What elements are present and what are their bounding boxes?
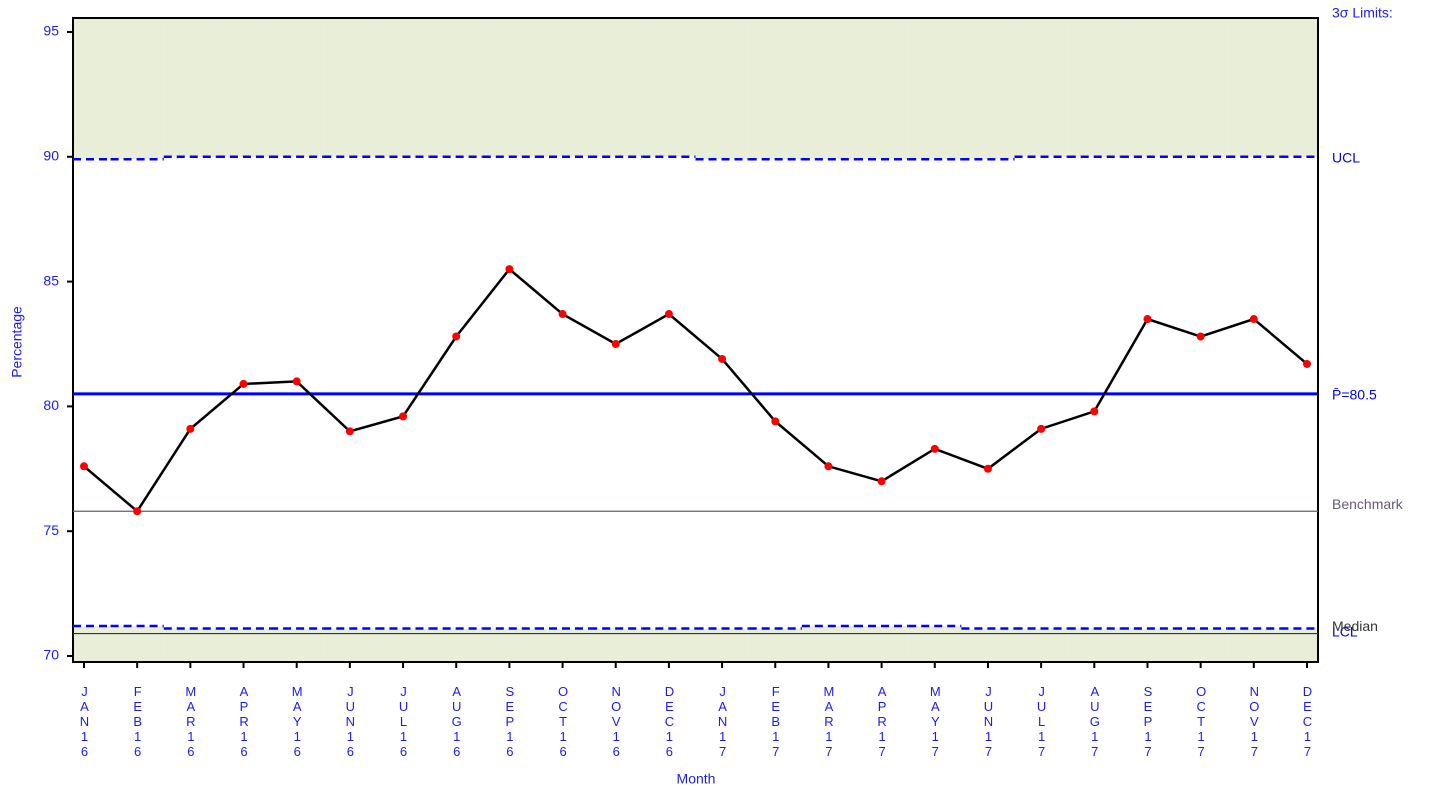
x-tick-label: DEC17 (1300, 684, 1315, 759)
shade-upper (855, 18, 909, 160)
x-tick-label: MAY16 (289, 684, 305, 759)
shade-upper (908, 18, 962, 160)
ucl-label: UCL (1332, 149, 1360, 165)
data-point (718, 354, 727, 363)
x-tick-label: MAR17 (821, 684, 837, 759)
x-tick-label: JUN16 (342, 684, 358, 759)
x-tick-label: DEC16 (661, 684, 677, 759)
y-tick-label: 70 (43, 647, 59, 663)
shade-upper (482, 18, 536, 157)
x-tick-label: MAY17 (927, 684, 943, 759)
data-point (345, 427, 354, 436)
x-tick-label: OCT17 (1193, 684, 1209, 759)
shade-upper (1014, 18, 1068, 157)
x-tick-label: OCT16 (555, 684, 571, 759)
shade-upper (376, 18, 430, 157)
shade-upper (270, 18, 324, 157)
median-label: Median (1332, 618, 1378, 634)
data-point (1037, 424, 1046, 433)
data-point (399, 412, 408, 421)
data-point (292, 377, 301, 386)
center-label: P̄=80.5 (1332, 387, 1377, 403)
shade-lower (73, 626, 111, 662)
shade-upper (642, 18, 696, 157)
y-tick-label: 80 (43, 397, 59, 413)
shade-upper (535, 18, 590, 157)
data-line (83, 267, 1308, 514)
data-point (824, 462, 833, 471)
data-point (611, 339, 620, 348)
x-tick-label: APR17 (874, 684, 890, 759)
shade-upper (1227, 18, 1281, 157)
x-tick-label: JUN17 (980, 684, 996, 759)
shade-lower (801, 626, 856, 662)
shade-upper (429, 18, 483, 157)
x-axis-title: Month (677, 771, 716, 787)
shade-upper (323, 18, 377, 157)
x-tick-label: AUG17 (1087, 684, 1103, 759)
shade-upper (1067, 18, 1121, 157)
x-tick-label: NOV17 (1246, 684, 1262, 759)
x-tick-label: SEP17 (1140, 684, 1156, 759)
data-point (771, 417, 780, 426)
y-tick-label: 95 (43, 23, 59, 39)
x-tick-label: JUL16 (396, 684, 412, 759)
x-tick-label: JUL17 (1034, 684, 1050, 759)
x-tick-label: FEB17 (768, 684, 784, 759)
data-point (239, 379, 248, 388)
y-axis-title: Percentage (9, 306, 25, 378)
data-point (186, 424, 195, 433)
shade-upper (1174, 18, 1228, 157)
shade-upper (110, 18, 164, 160)
x-tick-label: JAN17 (715, 684, 731, 759)
shade-upper (589, 18, 643, 157)
x-tick-label: JAN16 (77, 684, 92, 759)
data-point (558, 310, 567, 319)
y-tick-label: 75 (43, 522, 59, 538)
x-tick-label: MAR16 (183, 684, 199, 759)
benchmark-label: Benchmark (1332, 496, 1404, 512)
shade-upper (695, 18, 749, 160)
data-point (505, 265, 514, 274)
x-tick-label: FEB16 (130, 684, 146, 759)
y-tick-label: 85 (43, 272, 59, 288)
data-point (664, 310, 673, 319)
shade-upper (1120, 18, 1175, 157)
shade-upper (163, 18, 217, 157)
shade-upper (961, 18, 1015, 160)
data-point (1303, 359, 1311, 368)
shade-upper (1280, 18, 1318, 157)
plot-frame (72, 17, 1319, 663)
data-point (930, 444, 939, 453)
shade-upper (748, 18, 802, 160)
data-point (1196, 332, 1205, 341)
data-point (1090, 407, 1099, 416)
data-point (452, 332, 461, 341)
data-point (1143, 315, 1152, 324)
lcl-label: LCL (1332, 623, 1358, 639)
data-point (877, 477, 886, 486)
shade-upper (216, 18, 271, 157)
x-tick-label: NOV16 (608, 684, 624, 759)
data-point (983, 464, 992, 473)
data-point (80, 462, 88, 471)
shade-lower (855, 626, 909, 662)
shade-lower (908, 626, 962, 662)
limits-title: 3σ Limits: (1332, 5, 1393, 21)
x-tick-label: AUG16 (449, 684, 465, 759)
data-point (1249, 315, 1258, 324)
y-tick-label: 90 (43, 147, 59, 163)
x-tick-label: APR16 (236, 684, 252, 759)
shade-upper (801, 18, 856, 160)
shade-upper (73, 18, 111, 160)
data-point (133, 507, 142, 516)
x-tick-label: SEP16 (502, 684, 518, 759)
shade-lower (110, 626, 164, 662)
